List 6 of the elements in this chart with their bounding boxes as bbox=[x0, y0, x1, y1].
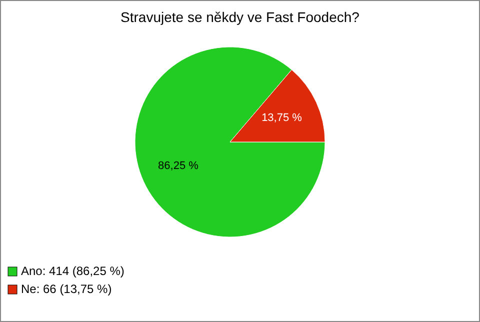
chart-title: Stravujete se někdy ve Fast Foodech? bbox=[120, 9, 360, 25]
pie-slice bbox=[134, 46, 326, 238]
legend-label: Ne: 66 (13,75 %) bbox=[21, 282, 112, 296]
data-label: 13,75 % bbox=[262, 112, 302, 124]
data-label: 86,25 % bbox=[158, 160, 199, 172]
legend-label: Ano: 414 (86,25 %) bbox=[21, 264, 124, 278]
